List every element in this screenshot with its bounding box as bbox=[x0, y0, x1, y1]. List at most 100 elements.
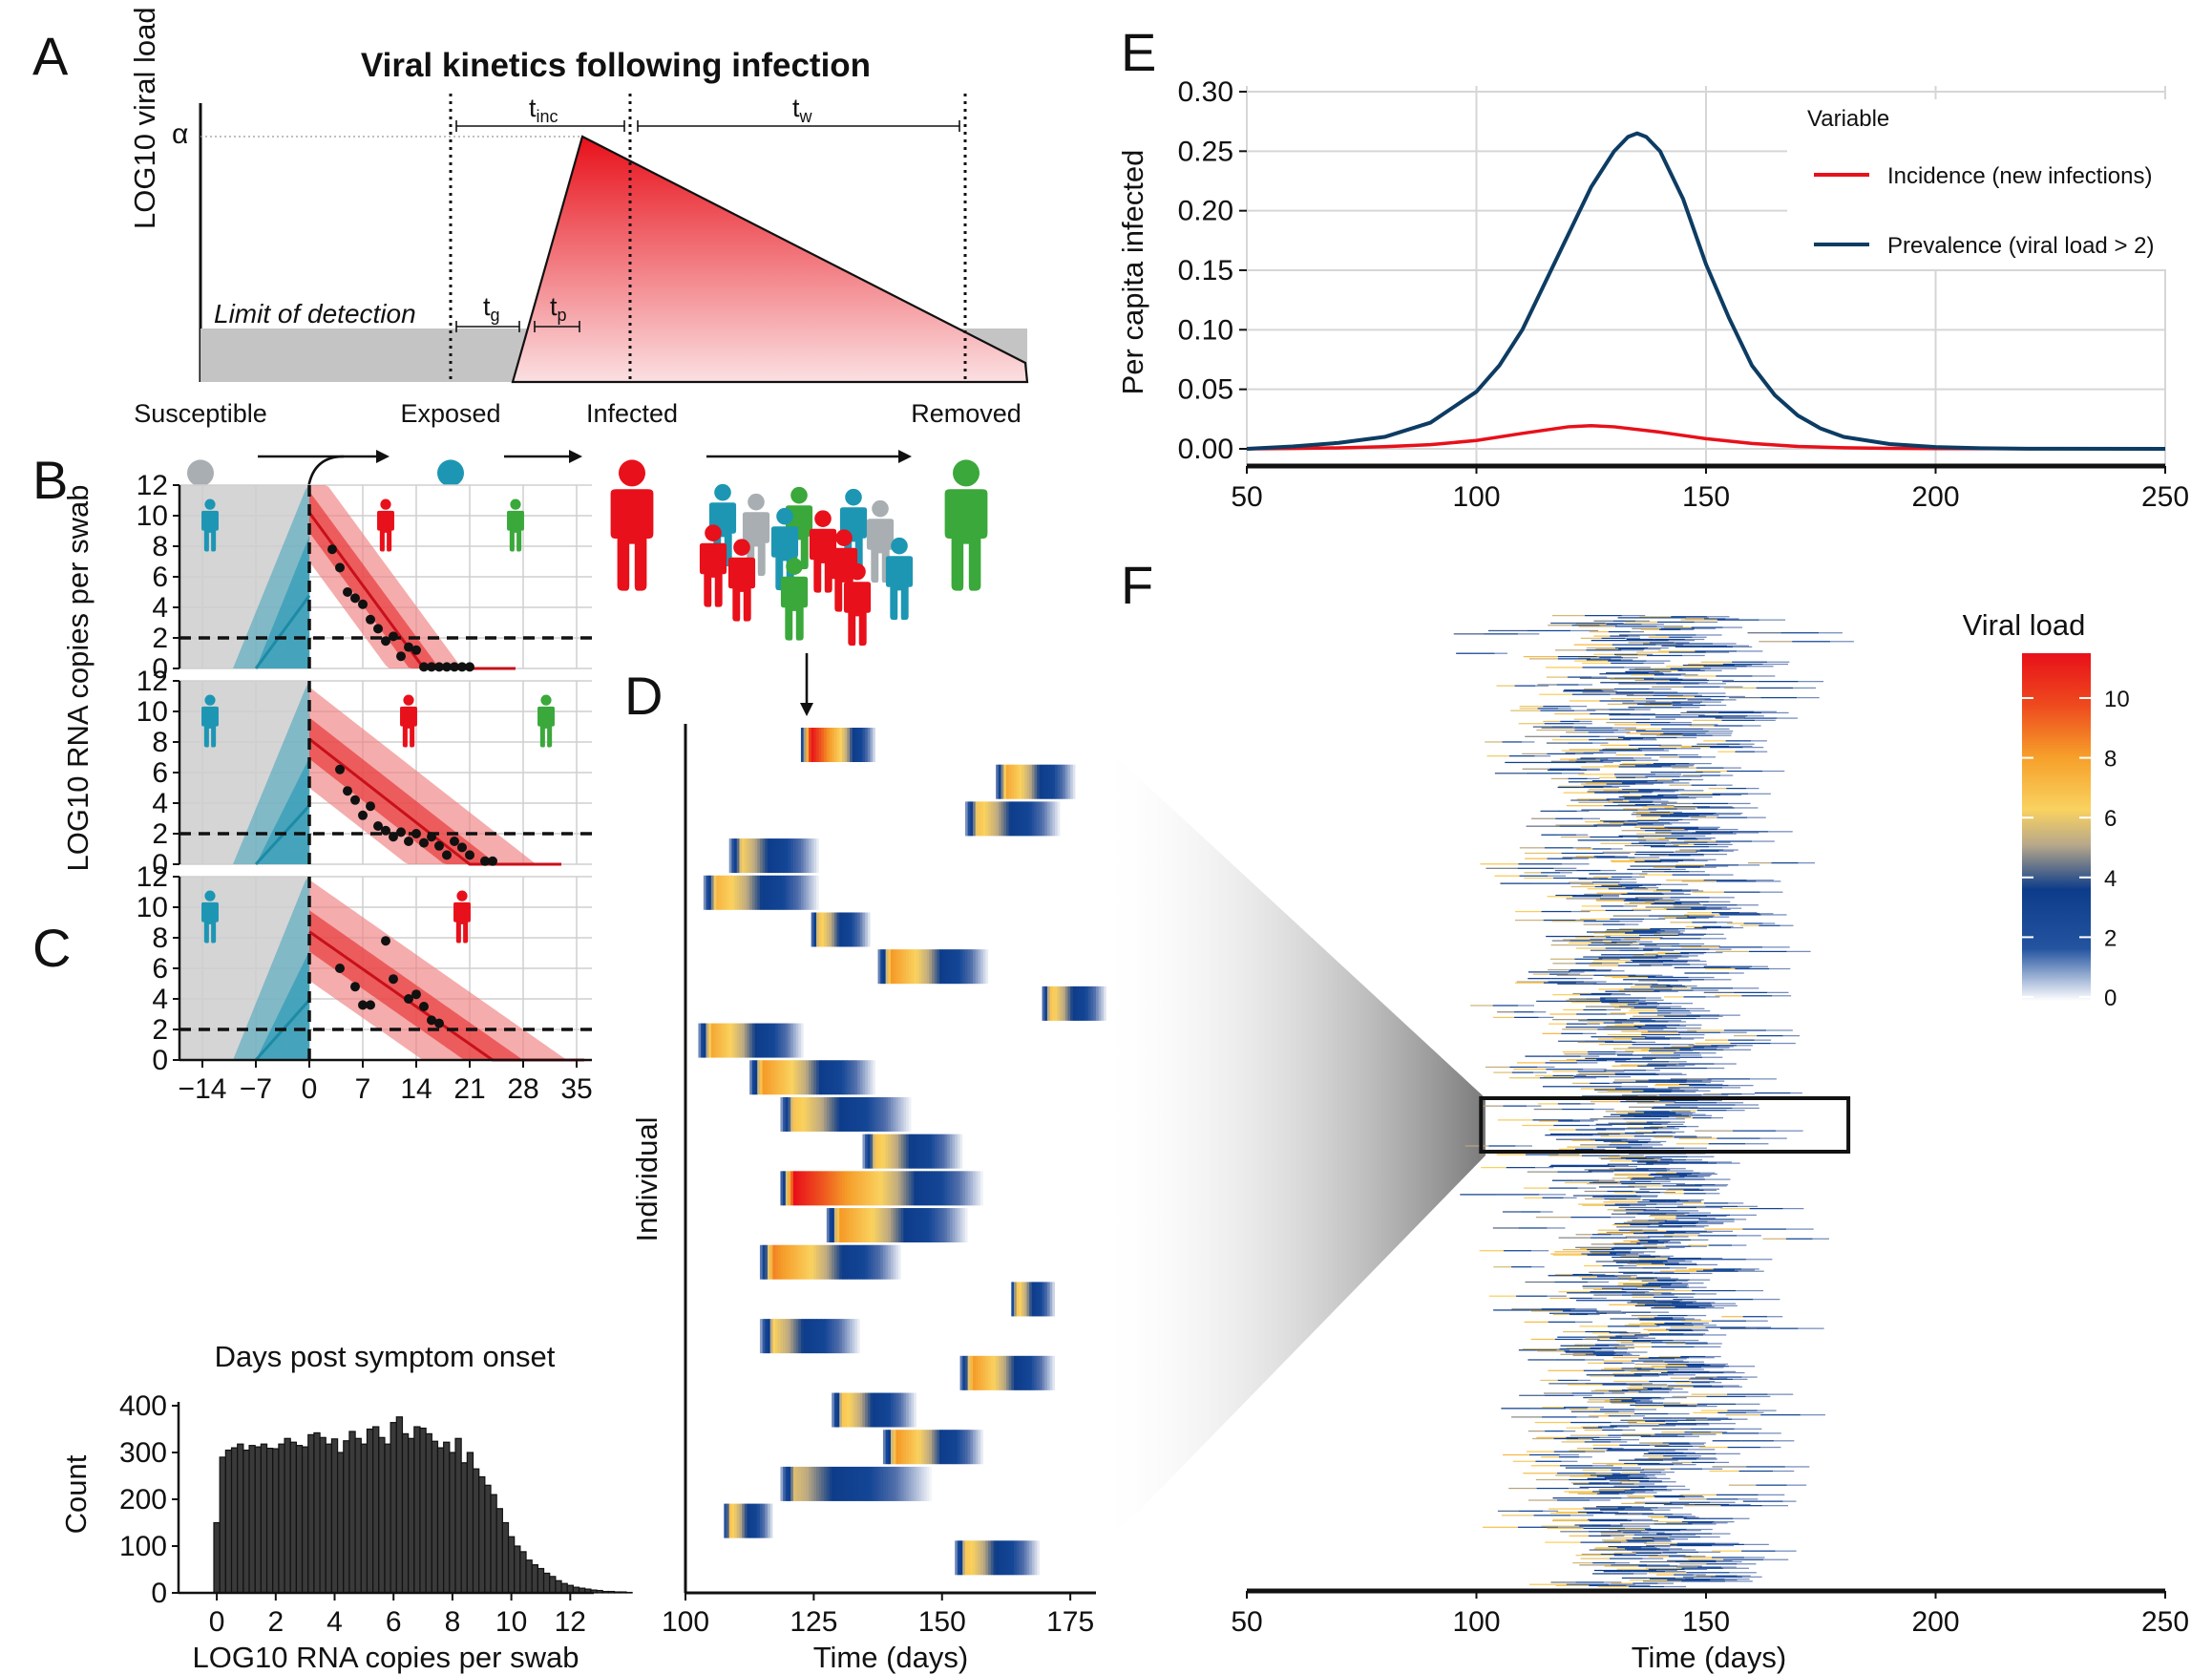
infection-streak bbox=[1688, 1558, 1724, 1560]
infection-streak bbox=[1633, 1015, 1665, 1017]
infection-streak bbox=[1659, 670, 1672, 673]
heat-cell bbox=[850, 1466, 853, 1501]
heat-cell bbox=[895, 949, 899, 985]
heat-cell bbox=[1037, 801, 1041, 837]
x-tick-label: 10 bbox=[495, 1606, 527, 1638]
infection-streak bbox=[1494, 875, 1520, 877]
infection-streak bbox=[1675, 850, 1696, 852]
infection-streak bbox=[1548, 875, 1566, 877]
heat-cell bbox=[747, 838, 750, 874]
infection-streak bbox=[1690, 1377, 1714, 1379]
heat-cell bbox=[813, 1096, 817, 1132]
heat-cell bbox=[926, 949, 930, 985]
infection-streak bbox=[1706, 1498, 1738, 1500]
infection-streak bbox=[1607, 1209, 1626, 1211]
heat-cell bbox=[988, 949, 992, 985]
heat-cell bbox=[926, 1466, 930, 1501]
infection-streak bbox=[1674, 1232, 1700, 1235]
infection-streak bbox=[1591, 1101, 1621, 1103]
person-infected-icon bbox=[610, 459, 654, 591]
infection-streak bbox=[1574, 710, 1596, 711]
heat-cell bbox=[882, 1244, 887, 1280]
infection-streak bbox=[1599, 735, 1625, 737]
panel-b-ylabel: LOG10 RNA copies per swab bbox=[61, 485, 95, 872]
heat-cell bbox=[833, 912, 838, 947]
infection-streak bbox=[1623, 1569, 1657, 1572]
infection-streak bbox=[1637, 703, 1672, 705]
heat-cell bbox=[916, 1208, 920, 1243]
heat-cell bbox=[870, 1244, 874, 1280]
infection-streak bbox=[1657, 1006, 1682, 1007]
infection-streak bbox=[1649, 642, 1675, 644]
heat-cell bbox=[970, 1540, 974, 1576]
infection-streak bbox=[1659, 1462, 1683, 1465]
stage-infected: Infected bbox=[586, 399, 678, 428]
infection-streak bbox=[1628, 642, 1650, 644]
infection-streak bbox=[1693, 1386, 1724, 1388]
infection-streak bbox=[1583, 817, 1601, 819]
heat-cell bbox=[859, 1060, 864, 1095]
infection-streak bbox=[1537, 684, 1557, 686]
stage-susceptible: Susceptible bbox=[134, 399, 267, 428]
infection-streak bbox=[1703, 666, 1747, 668]
heat-cell bbox=[852, 1060, 855, 1095]
infection-streak bbox=[1737, 1563, 1757, 1565]
infection-streak bbox=[1673, 986, 1688, 988]
infection-streak bbox=[1630, 1223, 1651, 1226]
heat-cell bbox=[990, 1355, 995, 1390]
heat-cell bbox=[1014, 1282, 1018, 1317]
infection-streak bbox=[1732, 1107, 1759, 1110]
infection-streak bbox=[1629, 800, 1654, 802]
infection-streak bbox=[1626, 1584, 1651, 1586]
heat-cell bbox=[803, 1060, 807, 1095]
infection-streak bbox=[1637, 809, 1657, 811]
infection-streak bbox=[1650, 1443, 1670, 1445]
heat-cell bbox=[980, 1430, 984, 1465]
infection-streak bbox=[1596, 823, 1624, 825]
infection-streak bbox=[1575, 753, 1594, 755]
heat-cell bbox=[998, 801, 1002, 837]
infection-streak bbox=[1630, 944, 1657, 946]
heat-cell bbox=[937, 1466, 940, 1501]
infection-streak bbox=[1738, 1498, 1759, 1500]
infection-streak bbox=[1611, 1402, 1636, 1404]
infection-streak bbox=[1625, 1099, 1660, 1102]
histogram-bar bbox=[395, 1416, 404, 1594]
infection-streak bbox=[1661, 1481, 1676, 1483]
infection-streak bbox=[1563, 1407, 1589, 1409]
infection-streak bbox=[1683, 835, 1706, 837]
heat-cell bbox=[1049, 1540, 1053, 1576]
infection-streak bbox=[1612, 1391, 1639, 1393]
infection-streak bbox=[1654, 1324, 1685, 1325]
infection-streak bbox=[1632, 1398, 1653, 1400]
infection-streak bbox=[1595, 899, 1626, 901]
infection-streak bbox=[1643, 1361, 1665, 1363]
infection-streak bbox=[1665, 1423, 1709, 1425]
infection-streak bbox=[1624, 1132, 1656, 1134]
infection-streak bbox=[1614, 1203, 1657, 1205]
heat-cell bbox=[850, 1244, 853, 1280]
infection-streak bbox=[1644, 830, 1672, 832]
infection-streak bbox=[1572, 847, 1591, 849]
infection-streak bbox=[1534, 1421, 1571, 1424]
heat-cell bbox=[790, 1060, 794, 1095]
heat-cell bbox=[862, 1208, 866, 1243]
infection-streak bbox=[1675, 1143, 1709, 1145]
infection-streak bbox=[1761, 770, 1785, 773]
heat-cell bbox=[813, 1319, 817, 1354]
infection-streak bbox=[1546, 1069, 1584, 1071]
infection-streak bbox=[1632, 1519, 1659, 1522]
infection-streak bbox=[1598, 1310, 1622, 1312]
infection-streak bbox=[1671, 1304, 1713, 1307]
infection-streak bbox=[1658, 1128, 1679, 1130]
heat-cell bbox=[1008, 1355, 1012, 1390]
infection-streak bbox=[1569, 881, 1593, 883]
heat-cell bbox=[885, 1096, 889, 1132]
infection-streak bbox=[1745, 1259, 1773, 1261]
infection-streak bbox=[1684, 638, 1705, 641]
heat-cell bbox=[874, 1134, 879, 1169]
heat-cell bbox=[1052, 1282, 1056, 1317]
heat-cell bbox=[862, 728, 866, 762]
infection-streak bbox=[1746, 1466, 1785, 1468]
infection-streak bbox=[1615, 753, 1645, 756]
